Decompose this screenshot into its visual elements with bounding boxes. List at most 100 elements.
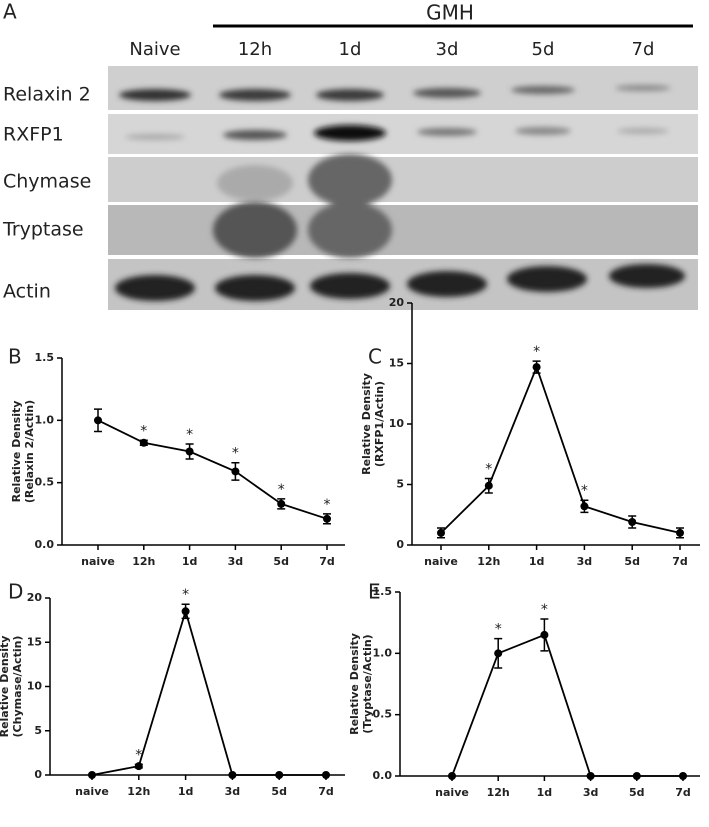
y-tick-label: 20	[27, 591, 43, 604]
x-tick-label: 12h	[127, 785, 150, 798]
data-point	[323, 514, 331, 523]
annotation: *	[135, 747, 142, 763]
lane-label: 12h	[238, 39, 272, 60]
y-axis-label: (Tryptase/Actin)	[361, 634, 374, 733]
panel-letter: E	[368, 580, 381, 604]
x-tick-label: 1d	[537, 786, 553, 799]
annotation: *	[182, 587, 189, 603]
band-label: Actin	[3, 281, 51, 303]
y-axis-label: (Relaxin 2/Actin)	[23, 400, 36, 503]
data-point	[679, 772, 687, 780]
y-tick-label: 20	[389, 296, 405, 309]
x-tick-label: 12h	[132, 555, 155, 568]
data-point	[494, 649, 503, 658]
x-tick-label: 5d	[271, 785, 287, 798]
lane-label: 1d	[339, 39, 362, 60]
annotation: *	[232, 446, 239, 462]
series-line	[97, 419, 328, 520]
lane-label: 5d	[532, 39, 555, 60]
y-tick-label: 10	[27, 680, 43, 693]
annotation: *	[581, 483, 588, 499]
y-tick-label: 5	[396, 478, 404, 491]
data-point	[88, 771, 96, 779]
y-axis-label: Relative Density	[10, 401, 23, 503]
data-point	[628, 518, 637, 527]
x-tick-label: 3d	[583, 786, 599, 799]
panel-letter: D	[8, 580, 23, 604]
x-tick-label: naive	[75, 785, 109, 798]
y-tick-label: 1.5	[35, 351, 55, 364]
annotation: *	[140, 423, 147, 439]
data-point	[632, 772, 641, 780]
x-tick-label: naive	[424, 555, 458, 568]
annotation: *	[533, 344, 540, 360]
annotation: *	[495, 622, 502, 638]
annotation: *	[541, 602, 548, 618]
strip	[108, 205, 698, 255]
x-tick-label: 3d	[228, 555, 244, 568]
y-tick-label: 1.5	[373, 585, 393, 598]
x-tick-label: naive	[81, 555, 115, 568]
series-line	[440, 364, 681, 534]
blot	[108, 66, 698, 310]
x-tick-label: 1d	[178, 785, 194, 798]
annotation: *	[485, 461, 492, 477]
annotation: *	[324, 497, 331, 513]
panel-letter: C	[368, 345, 382, 369]
y-axis-label: (RXFP1/Actin)	[373, 381, 386, 467]
x-tick-label: 3d	[225, 785, 241, 798]
band-label: Tryptase	[2, 219, 84, 241]
lane-label: 7d	[632, 39, 655, 60]
data-point	[185, 447, 194, 456]
series-line	[91, 608, 326, 776]
strip	[108, 114, 698, 154]
data-point	[181, 607, 190, 616]
band-label: Chymase	[3, 171, 91, 193]
x-tick-label: 1d	[182, 555, 198, 568]
series-line	[451, 633, 683, 777]
group-label: GMH	[426, 1, 474, 25]
y-tick-label: 0	[34, 768, 42, 781]
y-tick-label: 0.5	[373, 708, 393, 721]
band-label: RXFP1	[3, 124, 64, 146]
x-tick-label: 12h	[487, 786, 510, 799]
y-tick-label: 0.0	[373, 769, 393, 782]
y-axis-label: (Chymase/Actin)	[11, 636, 24, 738]
strip	[108, 66, 698, 110]
y-tick-label: 10	[389, 417, 405, 430]
y-tick-label: 1.0	[35, 413, 55, 426]
x-tick-label: 7d	[675, 786, 691, 799]
data-point	[448, 772, 456, 780]
data-point	[139, 438, 148, 447]
x-tick-label: 7d	[318, 785, 334, 798]
data-point	[580, 502, 589, 511]
x-tick-label: 5d	[273, 555, 289, 568]
x-tick-label: 1d	[529, 555, 545, 568]
data-point	[322, 771, 330, 779]
lane-label: Naive	[129, 39, 180, 60]
y-axis-label: Relative Density	[0, 636, 11, 738]
y-axis-label: Relative Density	[348, 633, 361, 735]
x-tick-label: 7d	[672, 555, 688, 568]
data-point	[94, 416, 102, 425]
y-tick-label: 15	[389, 357, 404, 370]
y-tick-label: 0	[396, 538, 404, 551]
strip	[108, 259, 698, 310]
strip	[108, 157, 698, 202]
data-point	[540, 630, 549, 639]
x-tick-label: 5d	[629, 786, 645, 799]
data-point	[586, 772, 595, 780]
data-point	[676, 528, 684, 537]
annotation: *	[186, 427, 193, 443]
y-tick-label: 1.0	[373, 646, 393, 659]
lane-label: 3d	[436, 39, 459, 60]
data-point	[484, 481, 493, 490]
band-label: Relaxin 2	[3, 84, 91, 106]
y-tick-label: 15	[27, 635, 42, 648]
data-point	[532, 363, 541, 372]
panel-letter: A	[3, 0, 17, 24]
y-tick-label: 5	[34, 724, 42, 737]
x-tick-label: 5d	[624, 555, 640, 568]
y-axis-label: Relative Density	[360, 373, 373, 475]
